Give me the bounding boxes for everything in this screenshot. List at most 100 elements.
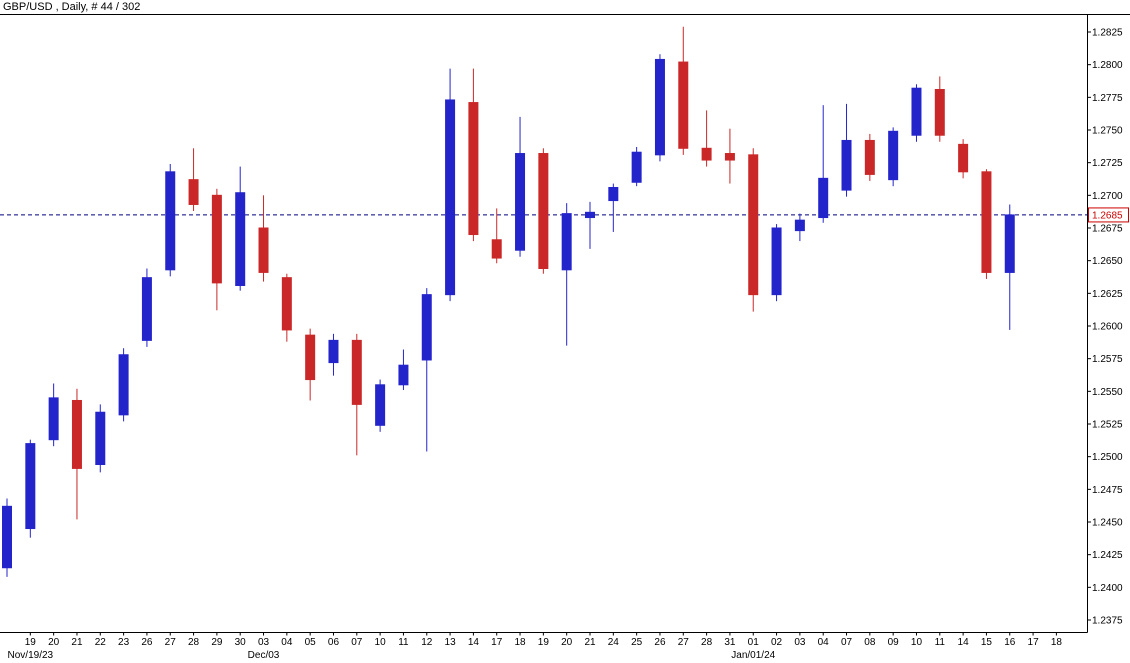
candle	[724, 128, 735, 184]
price-axis-label: 1.2725	[1092, 158, 1123, 169]
time-axis-label: 03	[258, 637, 270, 648]
candle	[281, 273, 292, 342]
candle	[701, 110, 712, 167]
candle	[981, 169, 992, 279]
time-axis-label: 12	[421, 637, 433, 648]
time-axis-label: 21	[71, 637, 83, 648]
price-axis-label: 1.2800	[1092, 60, 1123, 71]
price-axis-label: 1.2525	[1092, 420, 1123, 431]
time-axis-label: 16	[1004, 637, 1016, 648]
candle	[188, 148, 199, 212]
time-axis-label: 18	[514, 637, 526, 648]
candle	[445, 68, 456, 302]
candle	[794, 213, 805, 242]
time-axis: 19 20 21 22 23 26 27 28 29 30 03 04 05 06 07 10 11 12 13 14…	[8, 632, 1063, 661]
price-axis-label: 1.2475	[1092, 485, 1123, 496]
time-axis-label: 20	[561, 637, 573, 648]
candle	[351, 333, 362, 456]
candle	[258, 195, 269, 282]
time-axis-label: 23	[118, 637, 130, 648]
time-axis-label: 09	[888, 637, 900, 648]
time-axis-label: 20	[48, 637, 60, 648]
time-axis-label: 24	[608, 637, 620, 648]
time-axis-label: 04	[281, 637, 293, 648]
time-axis-label: 18	[1051, 637, 1063, 648]
time-axis-label: 29	[211, 637, 223, 648]
chart-title: GBP/USD , Daily, # 44 / 302	[3, 1, 141, 13]
price-axis-label: 1.2750	[1092, 126, 1123, 137]
price-axis-label: 1.2650	[1092, 256, 1123, 267]
time-axis-label: 10	[375, 637, 387, 648]
candle	[165, 163, 176, 277]
price-axis-label: 1.2675	[1092, 224, 1123, 235]
price-axis-label: 1.2375	[1092, 616, 1123, 627]
candle	[888, 127, 899, 187]
candle	[305, 328, 316, 401]
candle	[2, 498, 12, 577]
candle	[585, 201, 595, 249]
candles	[2, 26, 1015, 577]
time-axis-label: 07	[351, 637, 363, 648]
price-axis-label: 1.2450	[1092, 518, 1123, 529]
price-axis-label: 1.2700	[1092, 191, 1123, 202]
price-axis-label: 1.2425	[1092, 550, 1123, 561]
time-axis-label: 11	[935, 637, 946, 648]
price-axis-label: 1.2825	[1092, 28, 1123, 39]
candle	[71, 388, 82, 520]
candle	[211, 188, 222, 311]
price-axis-label: 1.2500	[1092, 452, 1123, 463]
time-axis-label: 10	[911, 637, 923, 648]
candle	[48, 383, 59, 447]
time-axis-label: 28	[188, 637, 200, 648]
time-axis-label: 01	[748, 637, 760, 648]
time-axis-label: 26	[141, 637, 153, 648]
candle	[654, 54, 665, 162]
time-axis-label: 15	[981, 637, 993, 648]
time-axis-label: 05	[305, 637, 317, 648]
candle	[818, 105, 829, 223]
time-axis-label: 22	[95, 637, 107, 648]
price-axis: 1.2825 1.2800 1.2775 1.2750 1.2725 1.2700 1.26…	[1087, 28, 1123, 627]
price-axis-label: 1.2575	[1092, 354, 1123, 365]
time-axis-label: 28	[701, 637, 713, 648]
candle	[421, 288, 432, 452]
current-price-badge: 1.2685	[1088, 207, 1129, 223]
price-axis-label: 1.2550	[1092, 387, 1123, 398]
candle	[841, 103, 852, 197]
candle	[398, 349, 409, 391]
time-axis-label: 27	[678, 637, 690, 648]
time-axis-label: 19	[538, 637, 550, 648]
candle	[515, 116, 526, 257]
candle	[95, 404, 106, 473]
time-axis-label: 07	[841, 637, 853, 648]
time-axis-label: 13	[445, 637, 457, 648]
candle	[491, 208, 502, 264]
time-axis-label: 08	[864, 637, 876, 648]
time-axis-label: 30	[235, 637, 247, 648]
current-price-label: 1.2685	[1092, 210, 1123, 221]
candle	[958, 139, 969, 179]
candle	[25, 439, 36, 538]
date-label: Nov/19/23	[8, 650, 54, 661]
candle	[1004, 204, 1015, 330]
candle	[864, 133, 875, 181]
date-label: Dec/03	[248, 650, 280, 661]
price-axis-label: 1.2775	[1092, 93, 1123, 104]
time-axis-label: 04	[818, 637, 830, 648]
candle	[631, 146, 642, 187]
candle	[328, 333, 339, 376]
time-axis-label: 03	[794, 637, 806, 648]
candle	[934, 76, 945, 142]
candle	[235, 166, 246, 291]
time-axis-label: 14	[958, 637, 970, 648]
candle	[748, 148, 759, 312]
time-axis-label: 06	[328, 637, 340, 648]
time-axis-label: 17	[1028, 637, 1040, 648]
candle	[561, 203, 572, 346]
time-axis-label: 19	[25, 637, 37, 648]
candle	[911, 84, 922, 142]
price-axis-label: 1.2600	[1092, 322, 1123, 333]
time-axis-label: 11	[398, 637, 409, 648]
